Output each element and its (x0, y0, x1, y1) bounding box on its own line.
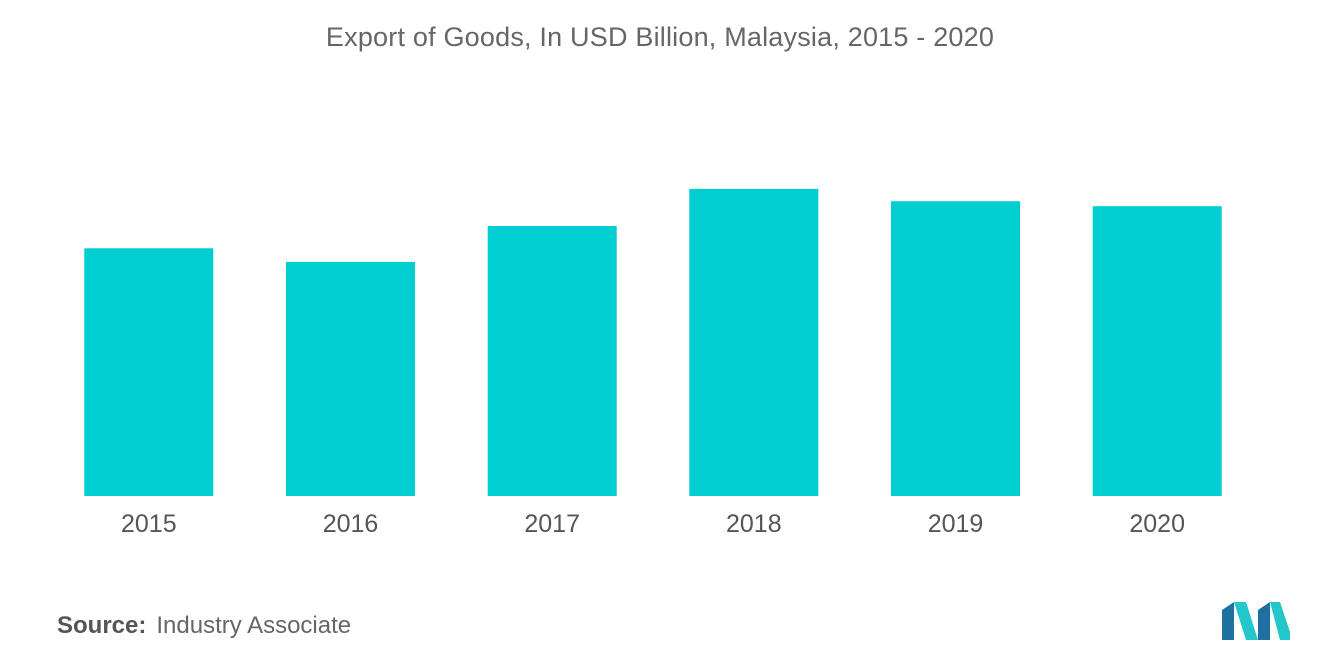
x-tick-label-2017: 2017 (524, 510, 580, 538)
bar-2015 (84, 248, 214, 496)
bars-group (84, 188, 1222, 496)
source-label: Source: (57, 612, 147, 639)
x-tick-label-2016: 2016 (323, 510, 379, 538)
brand-logo-icon (1222, 602, 1290, 640)
x-tick-labels: 2015 2016 2017 2018 2019 2020 (121, 510, 1185, 538)
bar-2017 (487, 226, 617, 496)
bar-2020 (1092, 206, 1222, 496)
bar-2018 (689, 188, 819, 496)
bar-2019 (891, 201, 1020, 496)
x-tick-label-2020: 2020 (1129, 510, 1185, 538)
x-tick-label-2019: 2019 (928, 510, 984, 538)
source-value: Industry Associate (156, 612, 352, 639)
bar-2016 (286, 261, 415, 496)
x-tick-label-2018: 2018 (726, 510, 782, 538)
x-tick-label-2015: 2015 (121, 510, 177, 538)
source-note: Source: Industry Associate (57, 612, 351, 640)
chart-title: Export of Goods, In USD Billion, Malaysi… (325, 22, 995, 52)
